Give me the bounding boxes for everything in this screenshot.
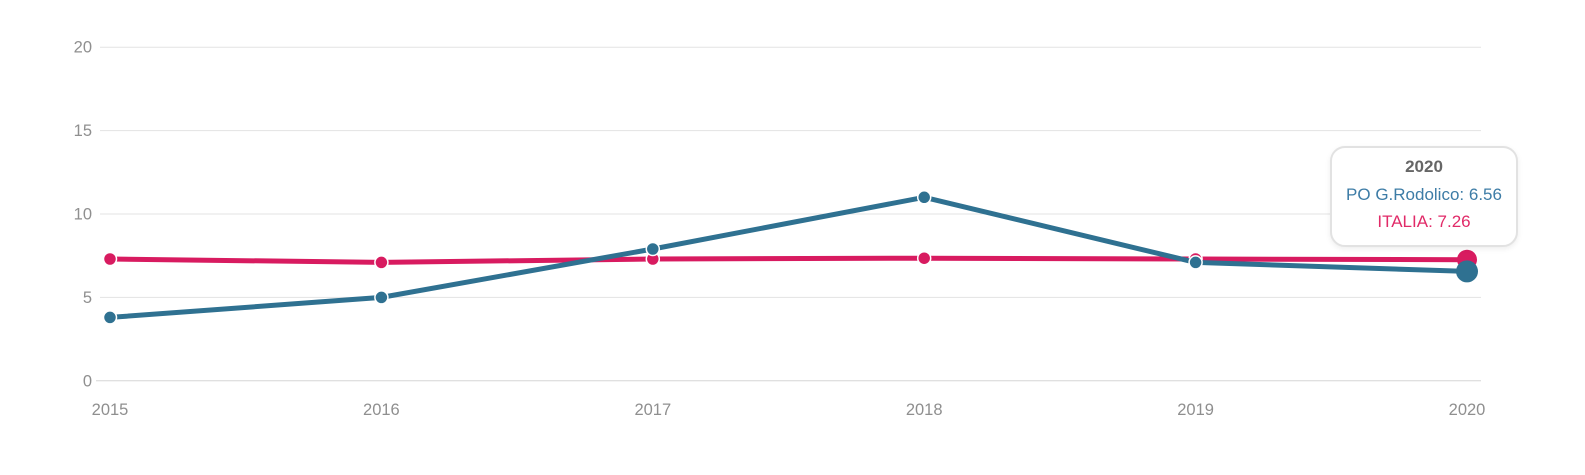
tooltip-line-rodolico: PO G.Rodolico: 6.56	[1346, 185, 1502, 204]
tooltip-year-title: 2020	[1405, 157, 1443, 176]
tooltip-line-italia: ITALIA: 7.26	[1377, 212, 1471, 231]
data-point-po-g.rodolico-2018[interactable]	[916, 190, 932, 205]
x-axis-label-2018: 2018	[906, 401, 943, 419]
data-point-po-g.rodolico-2020[interactable]	[1456, 260, 1478, 283]
data-point-italia-2018[interactable]	[916, 250, 932, 266]
data-point-italia-2015[interactable]	[102, 251, 118, 267]
y-axis-label-5: 5	[83, 289, 92, 307]
x-axis-label-2017: 2017	[634, 401, 671, 419]
y-axis-label-15: 15	[74, 122, 92, 140]
y-axis-label-20: 20	[74, 39, 92, 57]
x-axis-label-2019: 2019	[1177, 401, 1214, 419]
x-axis-label-2020: 2020	[1449, 401, 1486, 419]
y-axis-label-0: 0	[83, 372, 92, 390]
y-axis-label-10: 10	[74, 206, 92, 224]
series-line-po-g.rodolico	[107, 194, 1470, 320]
data-point-po-g.rodolico-2017[interactable]	[645, 241, 661, 257]
data-point-po-g.rodolico-2015[interactable]	[102, 310, 118, 325]
data-point-italia-2016[interactable]	[374, 255, 389, 270]
x-axis-label-2016: 2016	[363, 401, 400, 419]
series-line-italia	[107, 255, 1470, 265]
chart-tooltip: 2020 PO G.Rodolico: 6.56 ITALIA: 7.26	[1330, 146, 1518, 247]
data-point-po-g.rodolico-2016[interactable]	[374, 290, 389, 305]
data-point-po-g.rodolico-2019[interactable]	[1188, 255, 1203, 270]
x-axis-label-2015: 2015	[92, 401, 129, 419]
